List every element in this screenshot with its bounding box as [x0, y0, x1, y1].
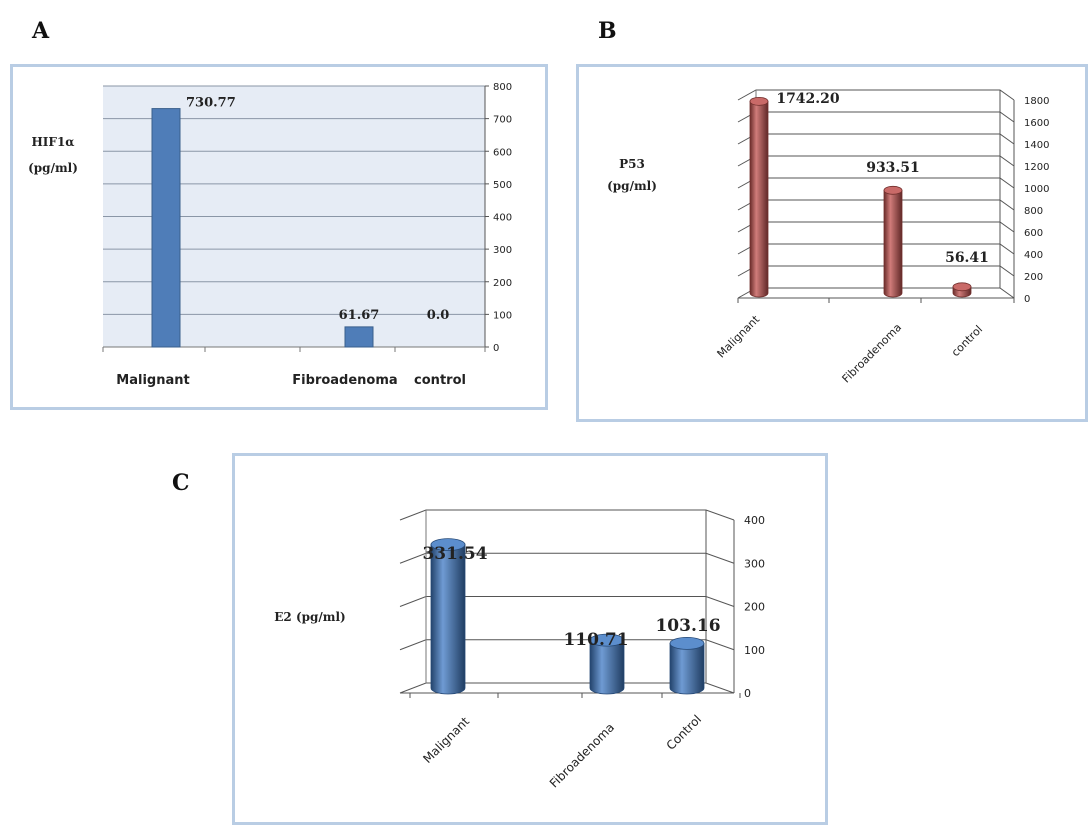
- gridline: [737, 111, 1015, 123]
- category-label: control: [414, 373, 466, 388]
- y-tick-label: 300: [744, 557, 765, 570]
- y-tick-label: 400: [744, 514, 765, 527]
- gridline: [399, 552, 735, 564]
- data-label: 1742.20: [776, 91, 840, 107]
- gridline: [737, 221, 1015, 233]
- y-tick-label: 400: [1024, 250, 1043, 261]
- y-axis-label: P53: [619, 157, 645, 171]
- bar-top: [952, 282, 972, 292]
- data-label: 730.77: [186, 96, 236, 111]
- category-label: Control: [664, 712, 705, 753]
- chart-frame-c: [232, 453, 828, 825]
- bar: [883, 189, 903, 298]
- bar: [589, 639, 625, 695]
- category-label: Malignant: [420, 714, 472, 766]
- gridline: [399, 596, 735, 607]
- y-tick-label: 0: [744, 687, 751, 700]
- y-tick-label: 100: [493, 310, 512, 321]
- panel-label-b: B: [598, 18, 617, 44]
- y-tick-label: 1000: [1024, 184, 1049, 195]
- y-axis-label: (pg/ml): [28, 161, 78, 175]
- y-tick-label: 0: [1024, 294, 1030, 305]
- bar: [749, 100, 769, 298]
- gridline: [737, 155, 1015, 167]
- data-label: 56.41: [945, 250, 989, 266]
- data-label: 933.51: [866, 160, 920, 176]
- data-label: 0.0: [427, 308, 450, 323]
- gridline: [737, 243, 1015, 255]
- bar-top: [669, 636, 705, 650]
- y-tick-label: 600: [493, 147, 512, 158]
- data-label: 331.54: [422, 544, 487, 564]
- bar-top: [430, 538, 466, 552]
- bar-top: [589, 633, 625, 647]
- panel-label-c: C: [172, 470, 190, 496]
- y-tick-label: 1400: [1024, 140, 1049, 151]
- data-label: 110.71: [563, 630, 628, 650]
- gridline: [737, 89, 1015, 101]
- panel-label-a: A: [32, 18, 50, 44]
- bar-top: [749, 96, 769, 106]
- y-tick-label: 1600: [1024, 118, 1049, 129]
- gridline: [737, 199, 1015, 211]
- gridline: [737, 265, 1015, 277]
- category-label: Malignant: [116, 373, 189, 388]
- y-tick-label: 1200: [1024, 162, 1049, 173]
- bar: [430, 544, 466, 695]
- gridline: [737, 287, 1015, 299]
- category-label: Fibroadenoma: [547, 720, 617, 790]
- category-label: Fibroadenoma: [292, 373, 397, 388]
- gridline: [737, 133, 1015, 145]
- bar: [669, 642, 705, 695]
- y-tick-label: 400: [493, 213, 512, 224]
- y-tick-label: 800: [1024, 206, 1043, 217]
- y-axis-label: E2 (pg/ml): [274, 610, 345, 624]
- y-tick-label: 600: [1024, 228, 1043, 239]
- y-tick-label: 200: [1024, 272, 1043, 283]
- gridline: [399, 682, 735, 694]
- bar: [151, 108, 181, 348]
- data-label: 103.16: [655, 616, 720, 636]
- y-tick-label: 800: [493, 82, 512, 93]
- gridline: [737, 177, 1015, 189]
- y-axis-label: (pg/ml): [607, 179, 657, 193]
- y-tick-label: 0: [493, 343, 499, 354]
- gridline: [399, 509, 735, 521]
- chart-frame-b: [576, 64, 1088, 422]
- bar: [344, 326, 374, 348]
- y-tick-label: 700: [493, 115, 512, 126]
- data-label: 61.67: [339, 308, 380, 323]
- gridline: [399, 639, 735, 651]
- y-tick-label: 1800: [1024, 96, 1049, 107]
- y-tick-label: 300: [493, 245, 512, 256]
- y-tick-label: 100: [744, 644, 765, 657]
- y-tick-label: 200: [493, 278, 512, 289]
- y-tick-label: 500: [493, 180, 512, 191]
- bar-top: [883, 185, 903, 195]
- y-axis-label: HIF1α: [31, 135, 74, 149]
- y-tick-label: 200: [744, 601, 765, 614]
